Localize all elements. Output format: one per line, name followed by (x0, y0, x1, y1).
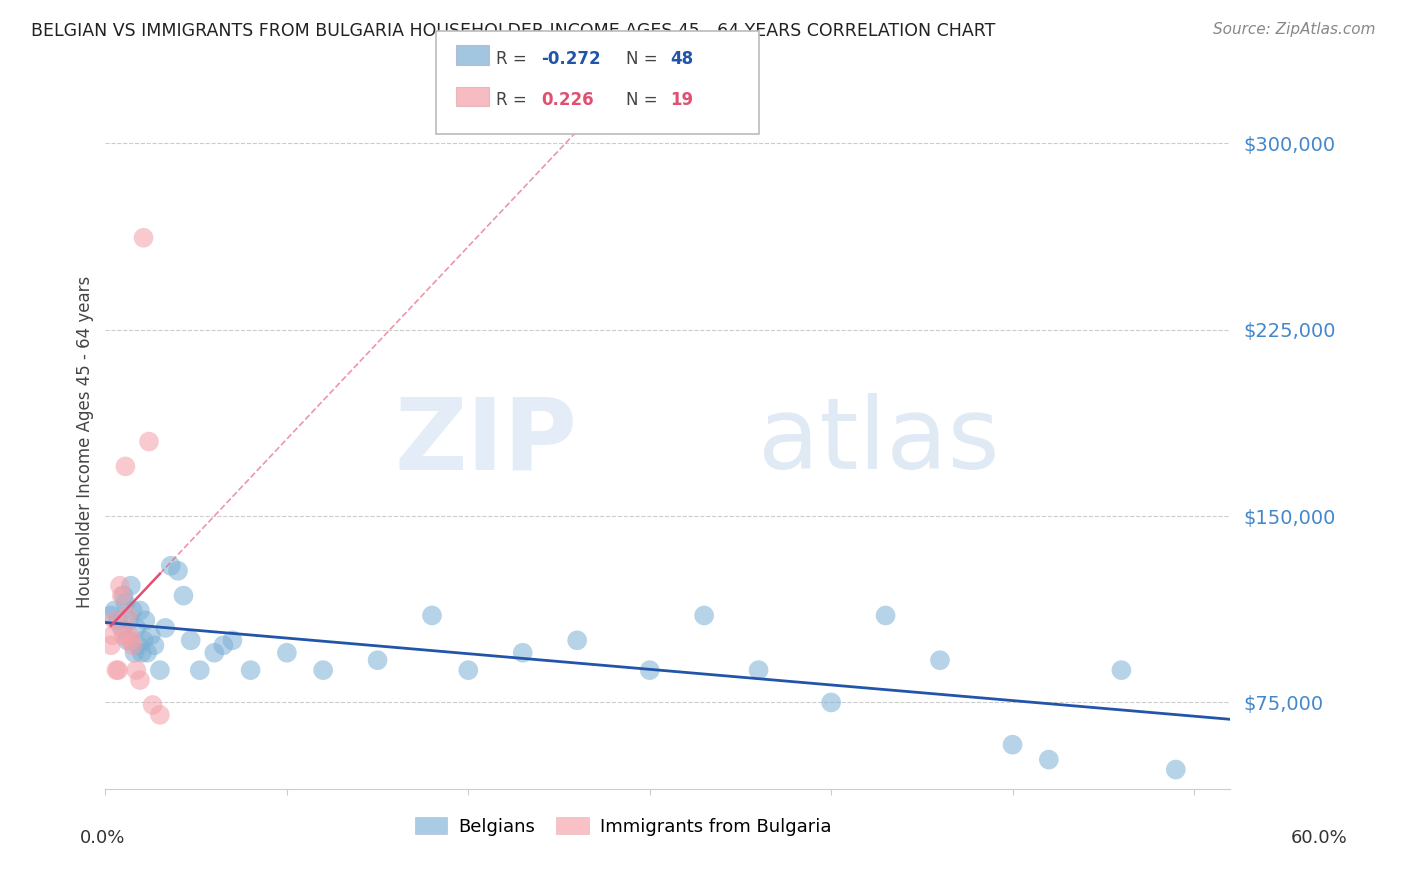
Text: N =: N = (626, 91, 662, 109)
Point (1111, 663, 1133, 677)
Point (100, 608, 122, 623)
Point (136, 646, 159, 660)
Point (312, 663, 335, 677)
Text: N =: N = (626, 50, 662, 68)
Text: -0.272: -0.272 (541, 50, 600, 68)
Point (101, 628, 124, 642)
Point (125, 621, 148, 635)
Point (875, 608, 897, 623)
Point (638, 663, 661, 677)
Point (155, 621, 177, 635)
Point (239, 663, 262, 677)
Point (107, 663, 129, 677)
Legend: Belgians, Immigrants from Bulgaria: Belgians, Immigrants from Bulgaria (408, 810, 838, 843)
Point (134, 614, 156, 628)
Point (159, 558, 181, 573)
Y-axis label: Householder Income Ages 45 - 64 years: Householder Income Ages 45 - 64 years (76, 276, 94, 607)
Point (112, 589, 135, 603)
Text: 48: 48 (671, 50, 693, 68)
Point (188, 663, 211, 677)
Point (127, 638, 149, 652)
Text: 19: 19 (671, 91, 693, 109)
Point (125, 663, 148, 677)
Point (121, 638, 143, 652)
Text: R =: R = (496, 91, 533, 109)
Point (149, 707, 172, 722)
Point (138, 434, 160, 449)
Point (142, 698, 165, 712)
Point (420, 608, 443, 623)
Point (1038, 753, 1060, 767)
Point (103, 603, 125, 617)
Text: 60.0%: 60.0% (1291, 829, 1347, 847)
Point (820, 696, 842, 710)
Point (118, 628, 141, 642)
Point (929, 653, 952, 667)
Point (276, 646, 298, 660)
Point (114, 459, 136, 474)
Text: 0.0%: 0.0% (80, 829, 125, 847)
Point (367, 653, 389, 667)
Point (565, 633, 588, 648)
Point (512, 646, 534, 660)
Point (693, 608, 716, 623)
Point (124, 646, 146, 660)
Text: BELGIAN VS IMMIGRANTS FROM BULGARIA HOUSEHOLDER INCOME AGES 45 - 64 YEARS CORREL: BELGIAN VS IMMIGRANTS FROM BULGARIA HOUS… (31, 22, 995, 40)
Point (132, 633, 155, 648)
Point (120, 579, 142, 593)
Point (149, 663, 172, 677)
Point (167, 564, 190, 578)
Text: 0.226: 0.226 (541, 91, 593, 109)
Point (202, 646, 225, 660)
Point (111, 589, 134, 603)
Point (212, 638, 235, 652)
Text: ZIP: ZIP (395, 393, 578, 490)
Point (221, 633, 243, 648)
Point (132, 231, 155, 245)
Point (111, 621, 134, 635)
Point (748, 663, 770, 677)
Point (121, 603, 143, 617)
Point (118, 614, 141, 628)
Point (112, 628, 135, 642)
Point (172, 589, 194, 603)
Text: R =: R = (496, 50, 533, 68)
Point (180, 633, 202, 648)
Point (139, 628, 162, 642)
Text: atlas: atlas (758, 393, 1000, 490)
Point (131, 646, 153, 660)
Point (1001, 738, 1024, 752)
Point (114, 596, 136, 610)
Point (108, 579, 131, 593)
Point (120, 633, 142, 648)
Point (105, 663, 128, 677)
Point (100, 638, 122, 652)
Point (103, 614, 125, 628)
Point (115, 633, 138, 648)
Point (1164, 763, 1187, 777)
Point (129, 673, 152, 687)
Point (107, 614, 129, 628)
Point (143, 638, 166, 652)
Point (129, 603, 152, 617)
Point (457, 663, 479, 677)
Text: Source: ZipAtlas.com: Source: ZipAtlas.com (1212, 22, 1375, 37)
Point (115, 608, 138, 623)
